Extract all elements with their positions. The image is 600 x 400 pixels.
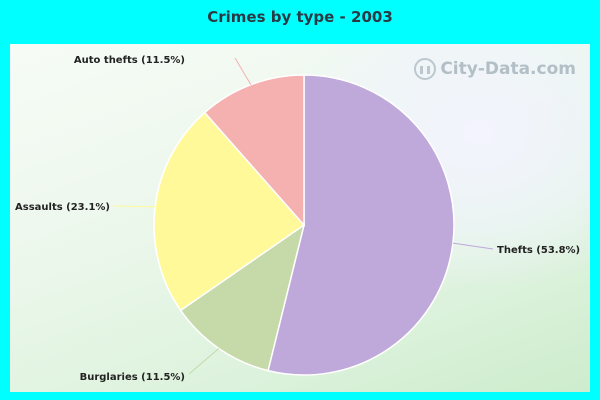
slice-label: Burglaries (11.5%) bbox=[80, 372, 185, 383]
leader-line bbox=[113, 205, 156, 208]
slice-label: Auto thefts (11.5%) bbox=[74, 55, 185, 66]
pie-slice bbox=[267, 74, 455, 376]
chart-title: Crimes by type - 2003 bbox=[207, 8, 393, 26]
slice-label: Assaults (23.1%) bbox=[15, 202, 110, 213]
watermark-text: City-Data.com bbox=[440, 59, 576, 79]
leader-line bbox=[452, 242, 494, 250]
city-data-logo-icon bbox=[414, 58, 437, 80]
leader-line bbox=[188, 348, 220, 375]
leader-line bbox=[234, 57, 252, 85]
pie-slice bbox=[203, 74, 305, 227]
slice-label: Thefts (53.8%) bbox=[497, 245, 580, 256]
pie-slice bbox=[153, 111, 306, 312]
pie-slice bbox=[179, 223, 306, 372]
watermark: City-Data.com bbox=[414, 58, 576, 80]
